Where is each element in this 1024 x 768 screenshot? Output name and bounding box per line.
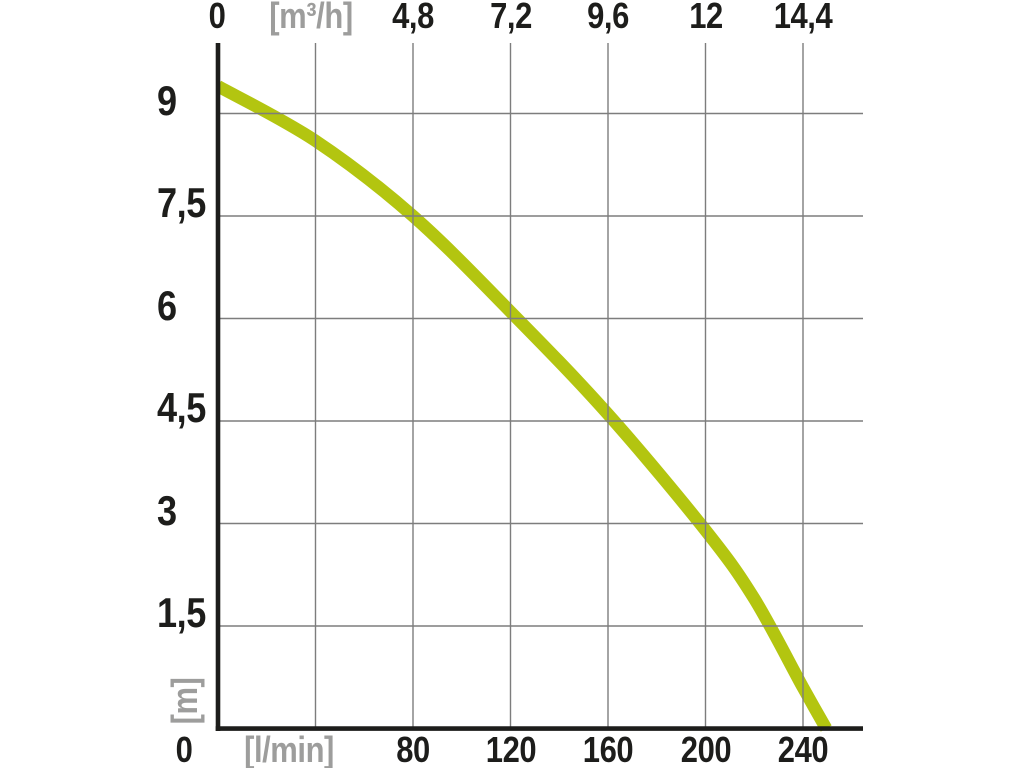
head-flow-curve (220, 80, 832, 732)
top-axis-tick-label: 14,4 (773, 0, 833, 36)
left-axis-tick-label: 9 (157, 76, 177, 124)
axes (215, 43, 863, 731)
left-axis-tick-label: 7,5 (157, 179, 206, 226)
left-axis-tick-label: 1,5 (157, 589, 206, 636)
left-axis-tick-label: 4,5 (157, 384, 206, 431)
bottom-axis-unit-label: [l/min] (244, 729, 334, 768)
top-axis-unit-label: [m³/h] (269, 0, 353, 36)
top-axis-tick-label: 4,8 (392, 0, 434, 36)
left-axis-tick-label: 3 (157, 486, 177, 534)
top-axis-tick-label: 9,6 (587, 0, 629, 36)
bottom-axis-tick-label: 240 (777, 729, 829, 768)
top-axis-tick-label: 12 (688, 0, 723, 36)
bottom-axis-tick-label: 200 (680, 729, 731, 768)
bottom-axis-tick-label: 120 (485, 729, 536, 768)
bottom-axis-origin-label: 0 (175, 729, 193, 768)
left-axis-tick-label: 6 (157, 281, 177, 329)
top-axis-tick-label: 7,2 (489, 0, 532, 36)
gridlines (218, 43, 863, 729)
left-axis-unit-label: [m] (164, 677, 205, 725)
top-axis-origin-label: 0 (208, 0, 226, 36)
bottom-axis-tick-label: 80 (396, 729, 430, 768)
bottom-axis-tick-label: 160 (582, 729, 634, 768)
